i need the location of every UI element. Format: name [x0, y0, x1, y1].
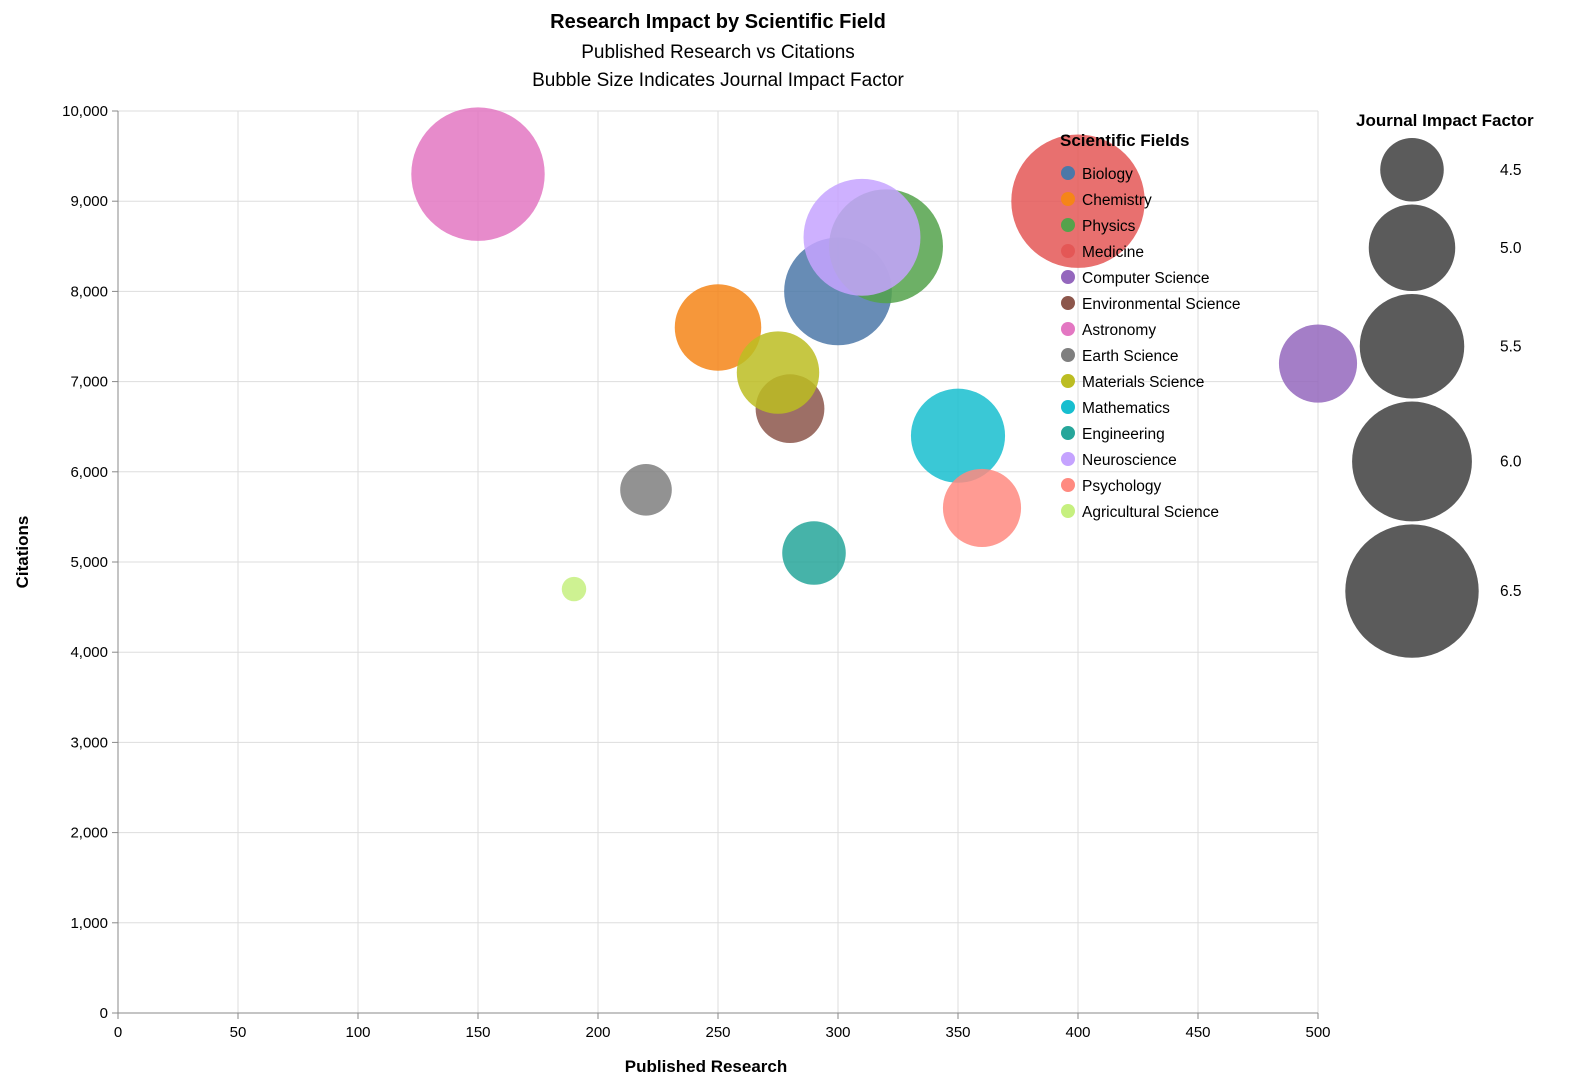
bubble-astronomy — [411, 107, 545, 241]
legend-label-computer-science: Computer Science — [1082, 270, 1210, 287]
legend-symbol-environmental-science — [1061, 296, 1075, 310]
legend-symbol-computer-science — [1061, 270, 1075, 284]
legend-symbol-agricultural-science — [1061, 504, 1075, 518]
chart-subtitle-line-2: Bubble Size Indicates Journal Impact Fac… — [532, 70, 904, 91]
legend-label-astronomy: Astronomy — [1082, 322, 1156, 339]
bubble-medicine — [1011, 134, 1145, 268]
legend-symbol-neuroscience — [1061, 452, 1075, 466]
x-tick-label: 450 — [1185, 1024, 1210, 1041]
size-legend-symbol — [1368, 204, 1456, 292]
y-axis-title: Citations — [13, 516, 32, 589]
size-legend-label: 5.0 — [1500, 240, 1522, 257]
y-tick-label: 4,000 — [70, 644, 108, 661]
y-tick-label: 10,000 — [62, 103, 108, 120]
y-tick-label: 3,000 — [70, 734, 108, 751]
size-legend-symbol — [1352, 401, 1472, 522]
x-tick-label: 300 — [825, 1024, 850, 1041]
legend-label-mathematics: Mathematics — [1082, 400, 1170, 417]
size-legend-label: 5.5 — [1500, 338, 1522, 355]
x-tick-label: 250 — [705, 1024, 730, 1041]
legend-symbol-chemistry — [1061, 192, 1075, 206]
y-tick-label: 1,000 — [70, 915, 108, 932]
x-tick-label: 500 — [1305, 1024, 1330, 1041]
size-legend-symbol — [1380, 138, 1444, 202]
x-tick-label: 0 — [114, 1024, 122, 1041]
size-legend: Journal Impact Factor 4.5 5.0 5.5 6.0 6.5 — [1345, 111, 1534, 658]
bubble-neuroscience — [803, 178, 921, 296]
color-legend: Scientific Fields Biology Chemistry Physic… — [1060, 131, 1241, 521]
legend-symbol-biology — [1061, 166, 1075, 180]
size-legend-symbol — [1345, 524, 1479, 658]
legend-label-physics: Physics — [1082, 218, 1136, 235]
y-tick-label: 9,000 — [70, 193, 108, 210]
size-legend-label: 6.5 — [1500, 583, 1522, 600]
bubble-materials-science — [736, 331, 820, 414]
bubble-chemistry — [674, 284, 762, 371]
legend-symbol-engineering — [1061, 426, 1075, 440]
y-tick-label: 2,000 — [70, 825, 108, 842]
legend-symbol-psychology — [1061, 478, 1075, 492]
y-tick-label: 0 — [100, 1005, 108, 1022]
legend-symbol-astronomy — [1061, 322, 1075, 336]
size-legend-label: 6.0 — [1500, 453, 1522, 470]
legend-label-neuroscience: Neuroscience — [1082, 452, 1177, 469]
x-tick-label: 200 — [585, 1024, 610, 1041]
legend-label-chemistry: Chemistry — [1082, 192, 1152, 209]
legend-symbol-medicine — [1061, 244, 1075, 258]
legend-label-earth-science: Earth Science — [1082, 348, 1179, 365]
y-tick-label: 6,000 — [70, 464, 108, 481]
y-tick-label: 5,000 — [70, 554, 108, 571]
y-tick-label: 7,000 — [70, 374, 108, 391]
chart-subtitle-line-1: Published Research vs Citations — [581, 42, 855, 63]
chart-title: Research Impact by Scientific Field — [550, 11, 886, 33]
size-legend-symbol — [1359, 294, 1465, 399]
legend-symbol-materials-science — [1061, 374, 1075, 388]
x-tick-label: 350 — [945, 1024, 970, 1041]
x-tick-label: 100 — [345, 1024, 370, 1041]
legend-symbol-earth-science — [1061, 348, 1075, 362]
bubble-earth-science — [620, 464, 672, 516]
bubble-computer-science — [1278, 324, 1358, 403]
legend-label-biology: Biology — [1082, 166, 1133, 183]
x-tick-label: 400 — [1065, 1024, 1090, 1041]
legend-symbol-physics — [1061, 218, 1075, 232]
legend-label-medicine: Medicine — [1082, 244, 1144, 261]
size-legend-label: 4.5 — [1500, 162, 1522, 179]
x-axis-title: Published Research — [625, 1057, 788, 1076]
legend-label-engineering: Engineering — [1082, 426, 1165, 443]
bubble-agricultural-science — [561, 576, 587, 602]
legend-label-agricultural-science: Agricultural Science — [1082, 504, 1219, 521]
bubbles — [411, 107, 1358, 602]
legend-label-environmental-science: Environmental Science — [1082, 296, 1241, 313]
legend-symbol-mathematics — [1061, 400, 1075, 414]
y-tick-label: 8,000 — [70, 283, 108, 300]
size-legend-title: Journal Impact Factor — [1356, 111, 1534, 130]
bubble-mathematics — [910, 388, 1006, 483]
bubble-engineering — [782, 521, 846, 585]
legend-label-psychology: Psychology — [1082, 478, 1162, 495]
x-tick-label: 150 — [465, 1024, 490, 1041]
axes: 0 50 100 150 200 250 300 350 400 450 500 0 1,000 2,00… — [62, 103, 1330, 1041]
color-legend-title: Scientific Fields — [1060, 131, 1189, 150]
legend-label-materials-science: Materials Science — [1082, 374, 1204, 391]
x-tick-label: 50 — [230, 1024, 247, 1041]
bubble-psychology — [942, 468, 1022, 547]
titles: Research Impact by Scientific Field Publ… — [532, 11, 904, 91]
